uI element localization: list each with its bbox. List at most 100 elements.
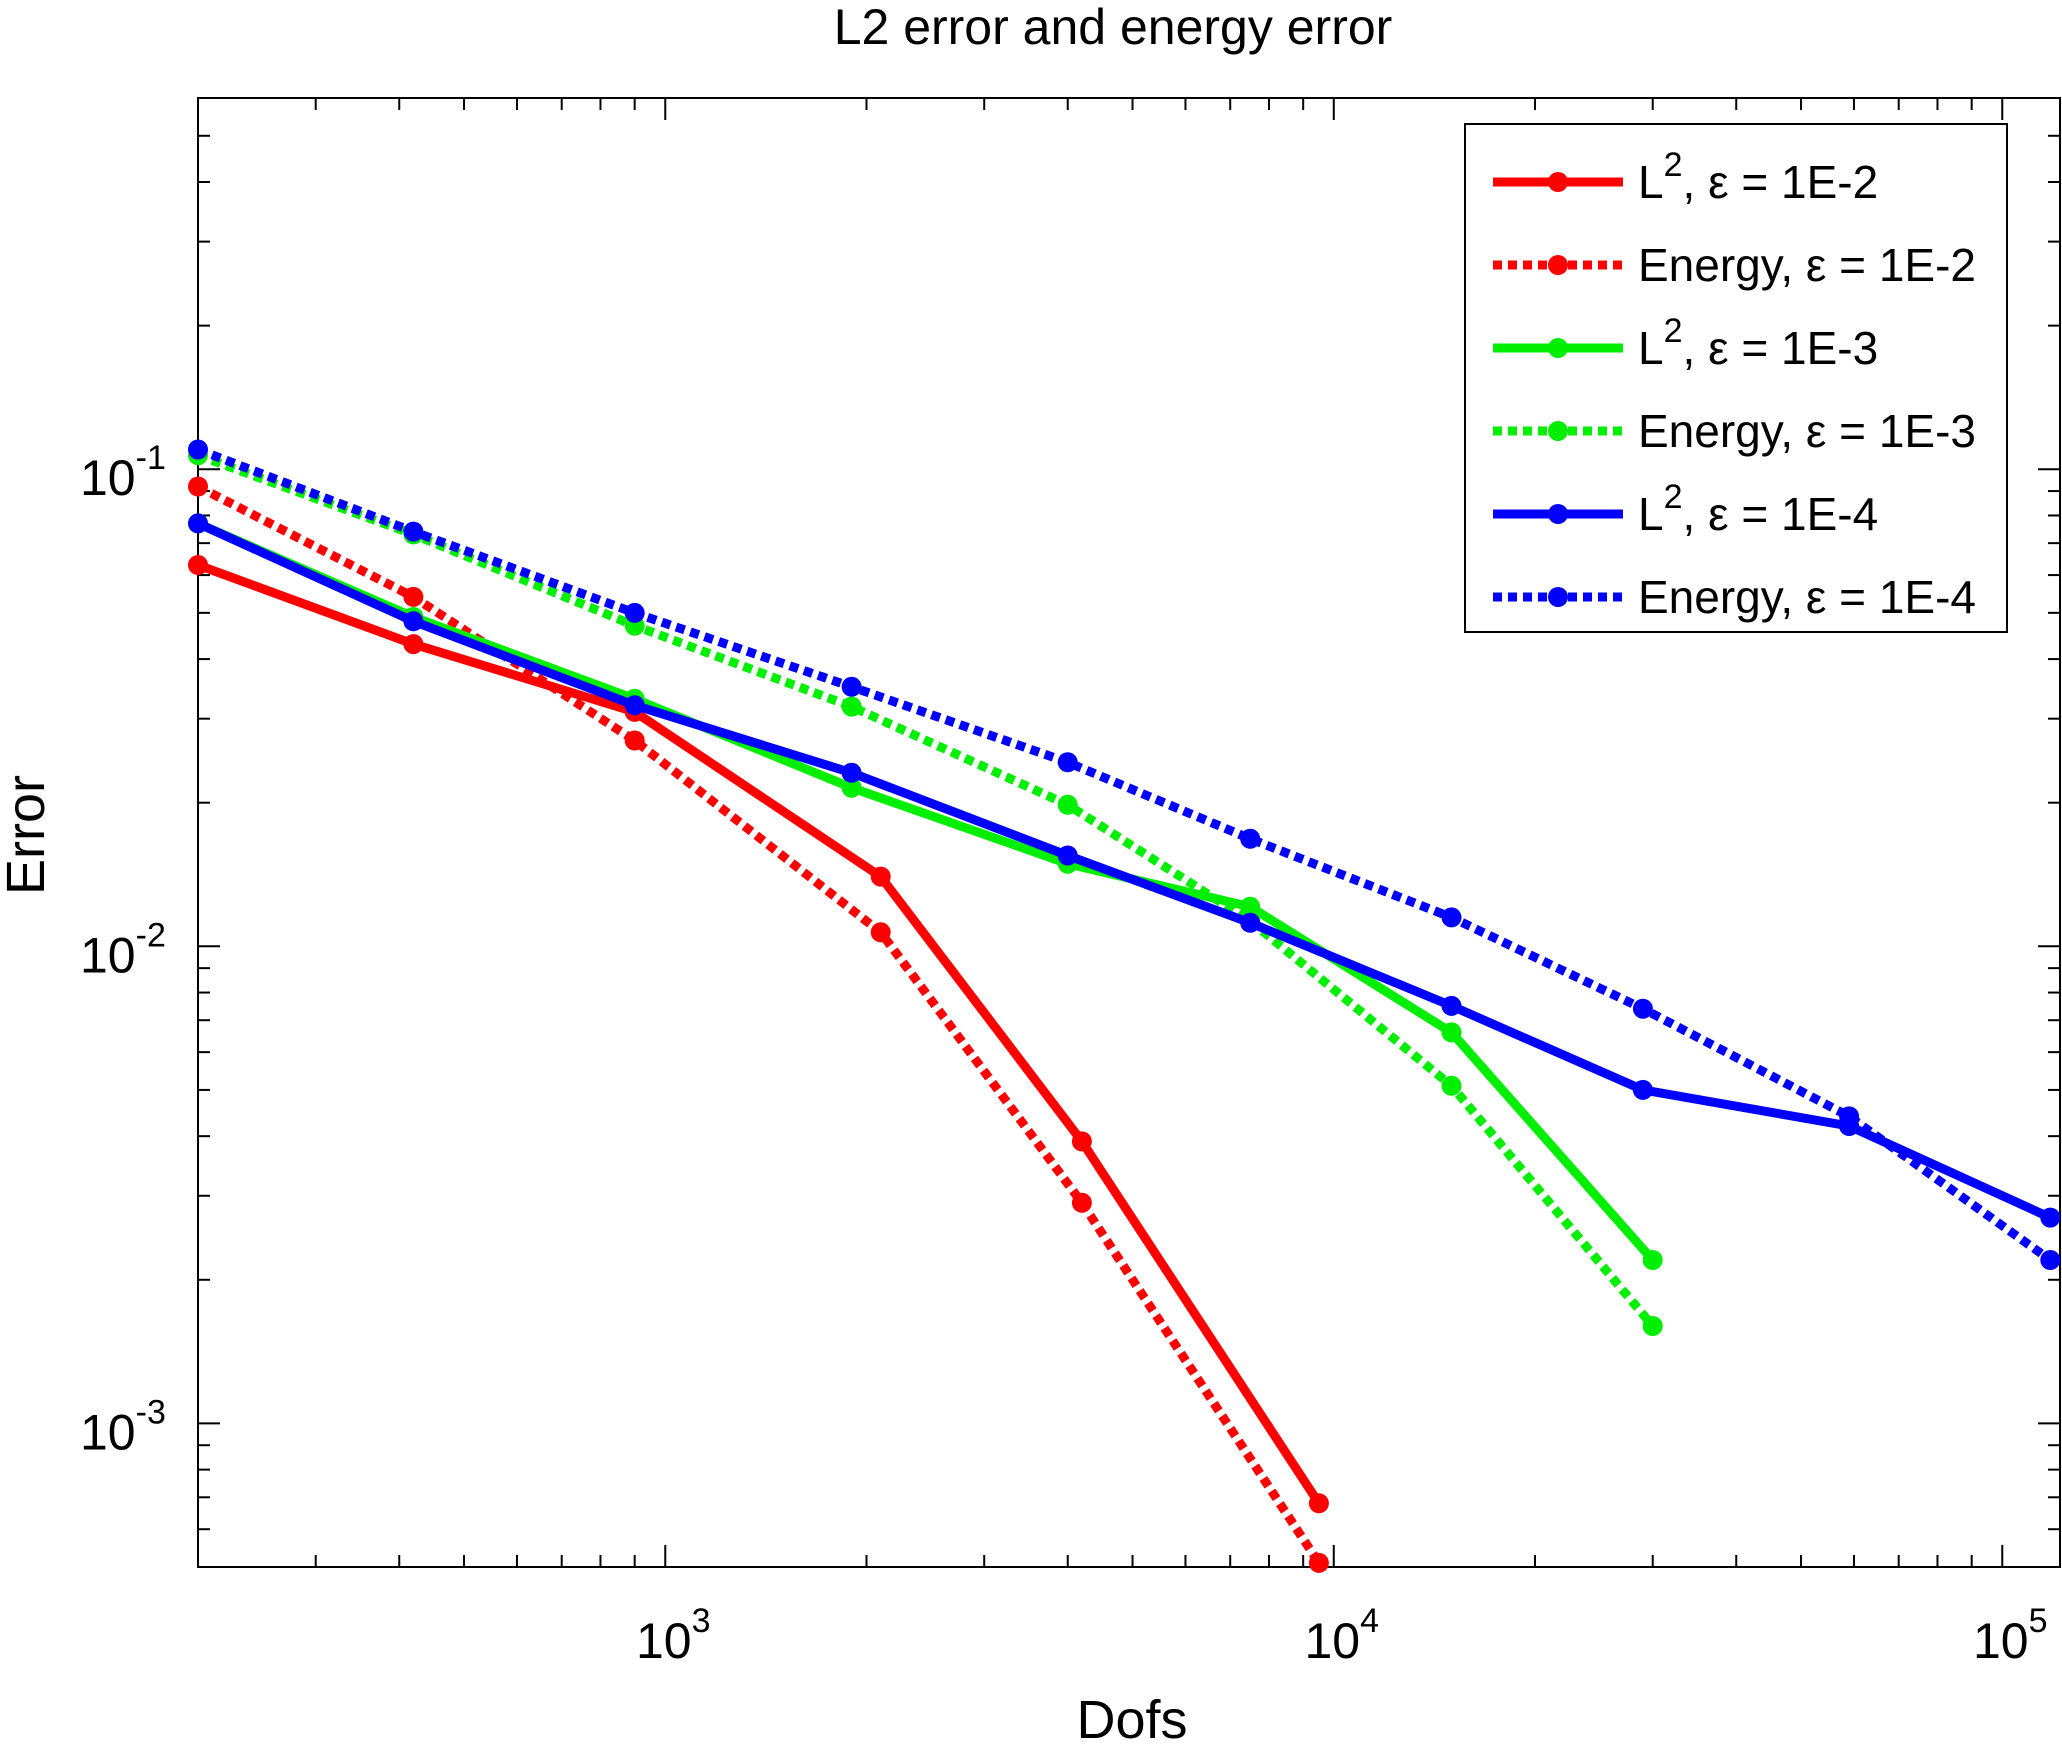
legend-label: Energy, ε = 1E-2 — [1638, 239, 1976, 291]
data-point — [1071, 1131, 1092, 1152]
legend-label-rest: , ε = 1E-4 — [1683, 488, 1879, 540]
data-point — [1308, 1493, 1329, 1514]
legend-label: L2, ε = 1E-3 — [1638, 312, 1878, 374]
x-tick-labels: 103 104 105 — [636, 1602, 2048, 1669]
data-point — [1632, 1079, 1653, 1100]
data-point — [1240, 896, 1261, 917]
data-point — [1240, 828, 1261, 849]
series-5 — [188, 513, 2061, 1228]
data-point — [1441, 1075, 1462, 1096]
x-tick-label-exponent: 5 — [2029, 1602, 2048, 1640]
series-line — [195, 482, 1323, 1566]
data-point — [1441, 995, 1462, 1016]
data-point — [403, 611, 424, 632]
data-point — [188, 555, 208, 575]
legend-label-main: Energy, ε = 1E-3 — [1638, 405, 1976, 457]
legend-entry: Energy, ε = 1E-3 — [1493, 405, 1976, 457]
legend-label: Energy, ε = 1E-3 — [1638, 405, 1976, 457]
legend-entry: Energy, ε = 1E-2 — [1493, 239, 1976, 291]
x-axis-label: Dofs — [1076, 1690, 1187, 1749]
data-point — [1642, 1250, 1663, 1270]
legend-label-main: L — [1638, 322, 1664, 374]
data-point — [624, 695, 645, 716]
y-tick-labels: 10-310-210-1 — [80, 439, 166, 1460]
legend-swatch-marker — [1548, 338, 1568, 358]
data-point — [841, 696, 862, 717]
legend-label: L2, ε = 1E-4 — [1638, 478, 1878, 540]
data-point — [2040, 1250, 2061, 1270]
legend-swatch-marker — [1548, 504, 1568, 524]
legend-label-main: Energy, ε = 1E-2 — [1638, 239, 1976, 291]
data-point — [1839, 1106, 1860, 1127]
y-tick-label: 10-1 — [80, 439, 166, 506]
legend-swatch-marker — [1548, 421, 1568, 441]
legend-entry: L2, ε = 1E-4 — [1493, 478, 1878, 540]
legend-box — [1464, 123, 2008, 633]
legend-entry: L2, ε = 1E-2 — [1493, 146, 1878, 208]
x-tick-label-exponent: 4 — [1360, 1602, 1379, 1640]
data-point — [1441, 1022, 1462, 1043]
data-point — [870, 866, 891, 887]
series-1 — [188, 555, 1329, 1514]
data-point — [870, 922, 891, 943]
data-point — [403, 521, 424, 542]
data-point — [403, 634, 424, 655]
legend-label: Energy, ε = 1E-4 — [1638, 571, 1976, 623]
data-point — [1057, 845, 1078, 866]
y-tick-label-base: 10 — [80, 1404, 136, 1460]
legend-label-sup: 2 — [1664, 478, 1683, 516]
legend-label-main: L — [1638, 488, 1664, 540]
data-point — [624, 602, 645, 623]
minor-ticks — [198, 98, 2060, 1567]
series-line — [196, 519, 2053, 1222]
y-tick-label-base: 10 — [80, 450, 136, 506]
legend-swatch-marker — [1548, 255, 1568, 275]
y-tick-label: 10-2 — [80, 916, 166, 983]
legend-entry: L2, ε = 1E-3 — [1493, 312, 1878, 374]
data-point — [188, 439, 208, 460]
x-tick-label-exponent: 3 — [692, 1602, 711, 1640]
legend-label-sup: 2 — [1664, 146, 1683, 184]
series-6 — [188, 439, 2061, 1270]
y-axis-label: Error — [0, 775, 56, 895]
x-tick-label: 103 — [636, 1602, 711, 1669]
major-ticks — [198, 98, 2060, 1567]
series-line — [196, 560, 1323, 1506]
y-tick-label: 10-3 — [80, 1393, 166, 1460]
plot-frame — [197, 97, 2061, 1568]
data-point — [624, 730, 645, 751]
x-tick-label-base: 10 — [636, 1613, 692, 1669]
data-point — [2040, 1207, 2061, 1228]
data-point — [1308, 1552, 1329, 1573]
y-tick-label-exponent: -1 — [136, 439, 166, 477]
data-point — [1240, 912, 1261, 933]
y-tick-label-base: 10 — [80, 927, 136, 983]
series-line — [196, 450, 1657, 1329]
series-line — [196, 445, 2053, 1264]
x-tick-label-base: 10 — [1973, 1613, 2029, 1669]
legend-label-main: Energy, ε = 1E-4 — [1638, 571, 1976, 623]
series-2 — [188, 476, 1329, 1573]
data-point — [841, 777, 862, 798]
data-point — [1642, 1316, 1663, 1336]
data-point — [841, 676, 862, 697]
data-point — [841, 762, 862, 783]
legend-label-main: L — [1638, 156, 1664, 208]
series-layer — [188, 439, 2061, 1573]
x-tick-label-base: 10 — [1304, 1613, 1360, 1669]
data-point — [1057, 794, 1078, 815]
x-tick-label: 105 — [1973, 1602, 2048, 1669]
data-point — [1071, 1192, 1092, 1213]
chart-title: L2 error and energy error — [834, 0, 1393, 55]
data-point — [1057, 752, 1078, 773]
legend-label: L2, ε = 1E-2 — [1638, 146, 1878, 208]
data-point — [188, 476, 208, 497]
legend-swatch-marker — [1548, 172, 1568, 192]
legend-entry: Energy, ε = 1E-4 — [1493, 571, 1976, 623]
legend-label-rest: , ε = 1E-2 — [1683, 156, 1879, 208]
legend-swatch-marker — [1548, 587, 1568, 607]
data-point — [1441, 907, 1462, 928]
